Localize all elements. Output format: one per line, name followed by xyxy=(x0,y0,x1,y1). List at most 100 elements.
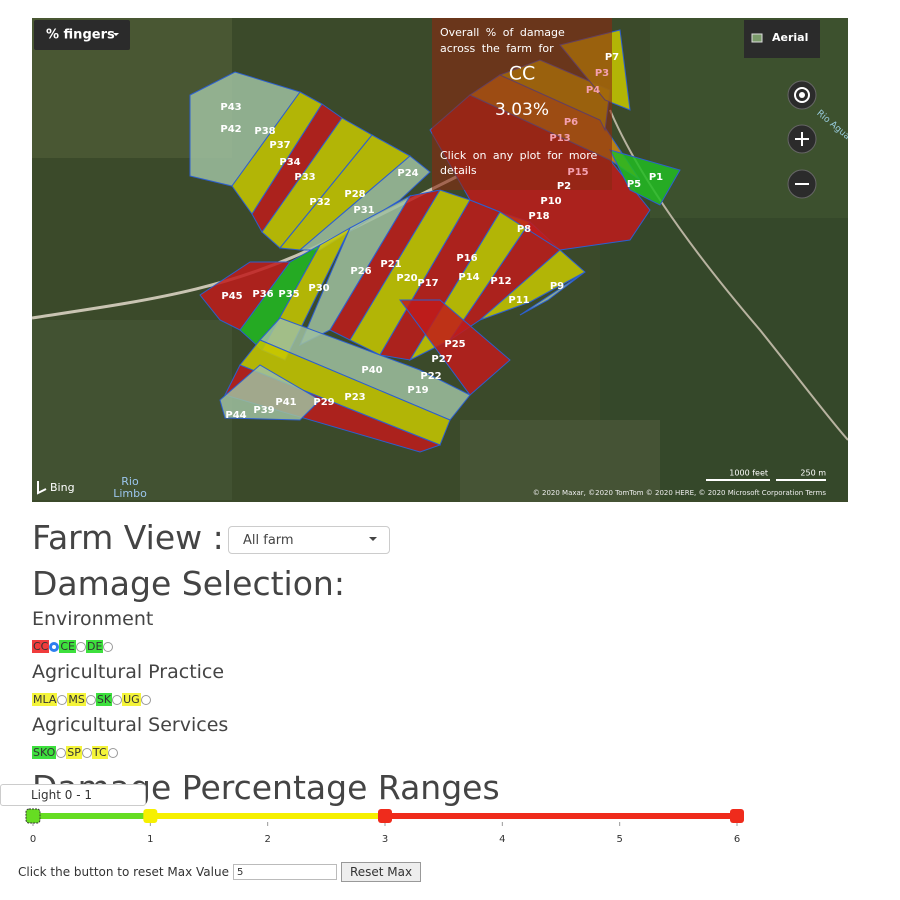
plot-label: P26 xyxy=(350,266,371,277)
plot-label: P25 xyxy=(444,339,465,350)
option-row: SKO SP TC xyxy=(32,746,118,759)
river-label: Rio xyxy=(121,475,139,488)
option-label: SKO xyxy=(32,746,57,759)
field-plot xyxy=(259,317,471,421)
plot-label: P13 xyxy=(549,133,570,144)
layer-dropdown[interactable] xyxy=(34,20,130,50)
slider-tick-label: 5 xyxy=(616,834,622,845)
farm-view-label: Farm View : xyxy=(32,518,224,557)
plot-label: P31 xyxy=(353,205,374,216)
overlay-text: 3.03% xyxy=(495,100,549,120)
option-radio[interactable] xyxy=(81,747,92,758)
slider-tick-label: 4 xyxy=(499,834,505,845)
option-label: UG xyxy=(122,693,141,706)
farm-select[interactable]: All farm xyxy=(228,526,390,554)
layer-dropdown-text: % fingers xyxy=(46,28,115,43)
dropdown-caret xyxy=(113,33,119,36)
slider-tick-label: 3 xyxy=(382,834,388,845)
zoom-in-icon xyxy=(795,132,809,146)
slider-handle[interactable] xyxy=(378,809,392,823)
plot-label: P45 xyxy=(221,291,242,302)
plot-label: P28 xyxy=(344,189,365,200)
overlay-text: CC xyxy=(509,63,536,85)
option-label: CE xyxy=(59,640,77,653)
plot-label: P38 xyxy=(254,126,275,137)
slider-handle[interactable] xyxy=(25,808,41,824)
plot-label: P32 xyxy=(309,197,330,208)
plot-label: P24 xyxy=(397,168,418,179)
plot-label: P11 xyxy=(508,295,529,306)
slider-handle[interactable] xyxy=(143,809,158,823)
aerial-icon xyxy=(751,33,763,43)
option-label: SP xyxy=(66,746,82,759)
group-title: Agricultural Services xyxy=(32,714,229,736)
option-label: MLA xyxy=(32,693,58,706)
option-radio[interactable] xyxy=(76,641,87,652)
plot-label: P3 xyxy=(595,68,609,79)
plot-label: P8 xyxy=(517,224,531,235)
plot-label: P10 xyxy=(540,196,561,207)
terrain xyxy=(460,420,660,502)
scale-label: 1000 feet xyxy=(729,469,768,478)
bing-mark xyxy=(37,481,47,495)
range-slider[interactable]: 0 1 2 3 4 5 6 xyxy=(0,780,900,850)
option-radio[interactable] xyxy=(112,694,123,705)
plot-label: P2 xyxy=(557,181,571,192)
plot-label: P30 xyxy=(308,283,329,294)
plot-label: P34 xyxy=(279,157,300,168)
plot-label: P22 xyxy=(420,371,441,382)
option-radio[interactable] xyxy=(103,641,114,652)
field-plot xyxy=(479,249,586,321)
option-label: SK xyxy=(95,693,113,706)
overlay-panel xyxy=(432,18,612,190)
option-radio[interactable] xyxy=(107,747,118,758)
aerial-text: Aerial xyxy=(772,31,808,44)
field-plot xyxy=(519,271,586,316)
range-tooltip: Light 0 - 1 xyxy=(0,784,146,806)
plot-label: P39 xyxy=(253,405,274,416)
farm-select-value: All farm xyxy=(243,533,294,548)
slider-tick-label: 1 xyxy=(147,834,153,845)
reset-button[interactable]: Reset Max xyxy=(340,862,422,882)
option-radio[interactable] xyxy=(49,641,60,652)
plot-label: P18 xyxy=(528,211,549,222)
plot-label: P43 xyxy=(220,102,241,113)
map[interactable]: Overall % of damage across the farm for CC… xyxy=(32,18,848,502)
damage-selection-title: Damage Selection: xyxy=(32,564,345,603)
plot-label: P20 xyxy=(396,273,417,284)
plot-label: P9 xyxy=(550,281,564,292)
option-radio[interactable] xyxy=(140,694,151,705)
plot-label: P35 xyxy=(278,289,299,300)
plot-label: P21 xyxy=(380,259,401,270)
plot-label: P40 xyxy=(361,365,382,376)
plot-label: P44 xyxy=(225,410,246,421)
locate-icon xyxy=(794,87,810,103)
option-radio[interactable] xyxy=(57,694,68,705)
plot-label: P37 xyxy=(269,140,290,151)
slider-handle[interactable] xyxy=(730,809,744,823)
field-plot xyxy=(399,299,511,396)
slider-tick-label: 0 xyxy=(30,834,36,845)
option-label: CC xyxy=(32,640,50,653)
plot-label: P4 xyxy=(586,85,600,96)
plot-label: P42 xyxy=(220,124,241,135)
bing-logo: Bing xyxy=(50,481,75,494)
group-title: Agricultural Practice xyxy=(32,661,225,683)
plot-label: P7 xyxy=(605,52,619,63)
option-radio[interactable] xyxy=(56,747,67,758)
slider-tick-label: 2 xyxy=(264,834,270,845)
option-label: DE xyxy=(86,640,104,653)
plot-label: P6 xyxy=(564,117,578,128)
plot-label: P12 xyxy=(490,276,511,287)
scale-label: 250 m xyxy=(800,469,826,478)
group-title: Environment xyxy=(32,608,154,630)
option-radio[interactable] xyxy=(85,694,96,705)
option-row: CC CE DE xyxy=(32,640,114,653)
plot-label: P17 xyxy=(417,278,438,289)
field-plot xyxy=(219,364,321,421)
plot-label: P19 xyxy=(407,385,428,396)
max-input[interactable]: 5 xyxy=(232,864,337,880)
option-label: TC xyxy=(91,746,108,759)
terrain xyxy=(32,320,232,500)
plot-label: P14 xyxy=(458,272,479,283)
